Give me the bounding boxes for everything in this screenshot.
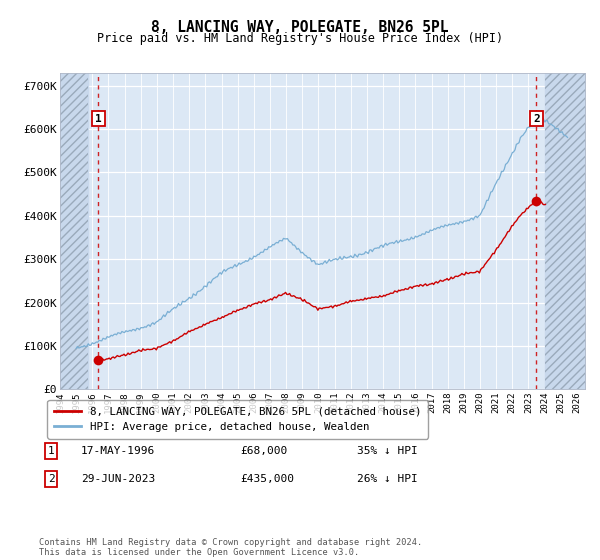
Text: 8, LANCING WAY, POLEGATE, BN26 5PL: 8, LANCING WAY, POLEGATE, BN26 5PL: [151, 20, 449, 35]
Bar: [60, 73, 88, 389]
Text: 1: 1: [47, 446, 55, 456]
Text: 2: 2: [533, 114, 540, 124]
Bar: [545, 73, 585, 389]
Text: 1: 1: [95, 114, 102, 124]
Text: Price paid vs. HM Land Registry's House Price Index (HPI): Price paid vs. HM Land Registry's House …: [97, 32, 503, 45]
Text: Contains HM Land Registry data © Crown copyright and database right 2024.
This d: Contains HM Land Registry data © Crown c…: [39, 538, 422, 557]
Text: 29-JUN-2023: 29-JUN-2023: [81, 474, 155, 484]
Legend: 8, LANCING WAY, POLEGATE, BN26 5PL (detached house), HPI: Average price, detache: 8, LANCING WAY, POLEGATE, BN26 5PL (deta…: [47, 400, 428, 438]
Text: 35% ↓ HPI: 35% ↓ HPI: [357, 446, 418, 456]
Text: £68,000: £68,000: [240, 446, 287, 456]
Text: 2: 2: [47, 474, 55, 484]
Text: 26% ↓ HPI: 26% ↓ HPI: [357, 474, 418, 484]
Text: £435,000: £435,000: [240, 474, 294, 484]
Text: 17-MAY-1996: 17-MAY-1996: [81, 446, 155, 456]
